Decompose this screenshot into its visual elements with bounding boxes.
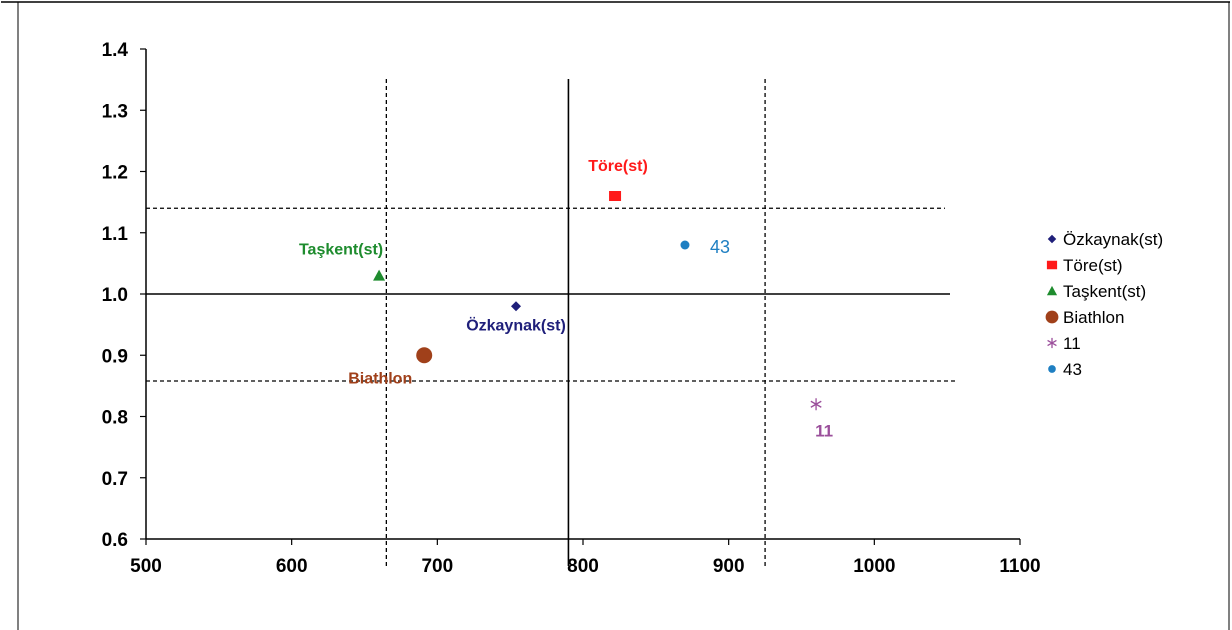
y-tick-label: 0.6: [102, 530, 128, 551]
y-tick-label: 1.0: [102, 285, 128, 306]
y-tick-label: 1.4: [102, 40, 129, 61]
y-tick-label: 1.2: [102, 163, 128, 184]
legend-entry-label: Özkaynak(st): [1063, 230, 1163, 249]
legend-entry-label: Taşkent(st): [1063, 282, 1146, 301]
legend-marker: [1046, 285, 1058, 296]
legend-marker: [1046, 260, 1058, 270]
legend-entry-label: 43: [1063, 360, 1082, 379]
data-point: [416, 347, 433, 364]
data-label: 11: [815, 421, 833, 440]
legend-marker: [1048, 365, 1056, 373]
y-tick-label: 1.3: [102, 101, 128, 122]
legend-entry-label: 11: [1063, 334, 1081, 353]
x-tick-label: 700: [421, 556, 453, 577]
data-label: Biathlon: [348, 370, 412, 387]
plot-area: 0.6 0.7 0.8 0.9 1.0 1.1 1.2 1.3 1.4 500 600 700 800 9…: [102, 40, 1041, 577]
data-point: [510, 301, 521, 312]
data-point: [373, 269, 386, 281]
legend: Özkaynak(st) Töre(st) Taşkent(st) Biathlon 1…: [1045, 230, 1163, 379]
data-label: 43: [710, 237, 730, 257]
y-tick-label: 0.9: [102, 346, 128, 367]
data-point: [680, 240, 690, 250]
y-tick-label: 0.8: [102, 408, 128, 429]
x-tick-label: 900: [713, 556, 745, 577]
legend-entry-label: Biathlon: [1063, 308, 1124, 327]
x-tick-label: 800: [567, 556, 599, 577]
data-label: Taşkent(st): [299, 242, 383, 259]
data-label: Töre(st): [588, 158, 648, 175]
y-tick-label: 1.1: [102, 224, 129, 245]
legend-marker: [1047, 337, 1057, 349]
x-tick-label: 600: [276, 556, 308, 577]
data-point: [609, 191, 622, 201]
x-tick-label: 1000: [853, 556, 895, 577]
data-point: [810, 398, 822, 411]
legend-marker: [1045, 310, 1059, 324]
x-tick-label: 1100: [999, 556, 1040, 577]
y-tick-label: 0.7: [102, 469, 128, 490]
x-tick-label: 500: [130, 556, 162, 577]
legend-marker: [1047, 234, 1057, 244]
legend-entry-label: Töre(st): [1063, 256, 1123, 275]
data-label: Özkaynak(st): [466, 315, 566, 334]
